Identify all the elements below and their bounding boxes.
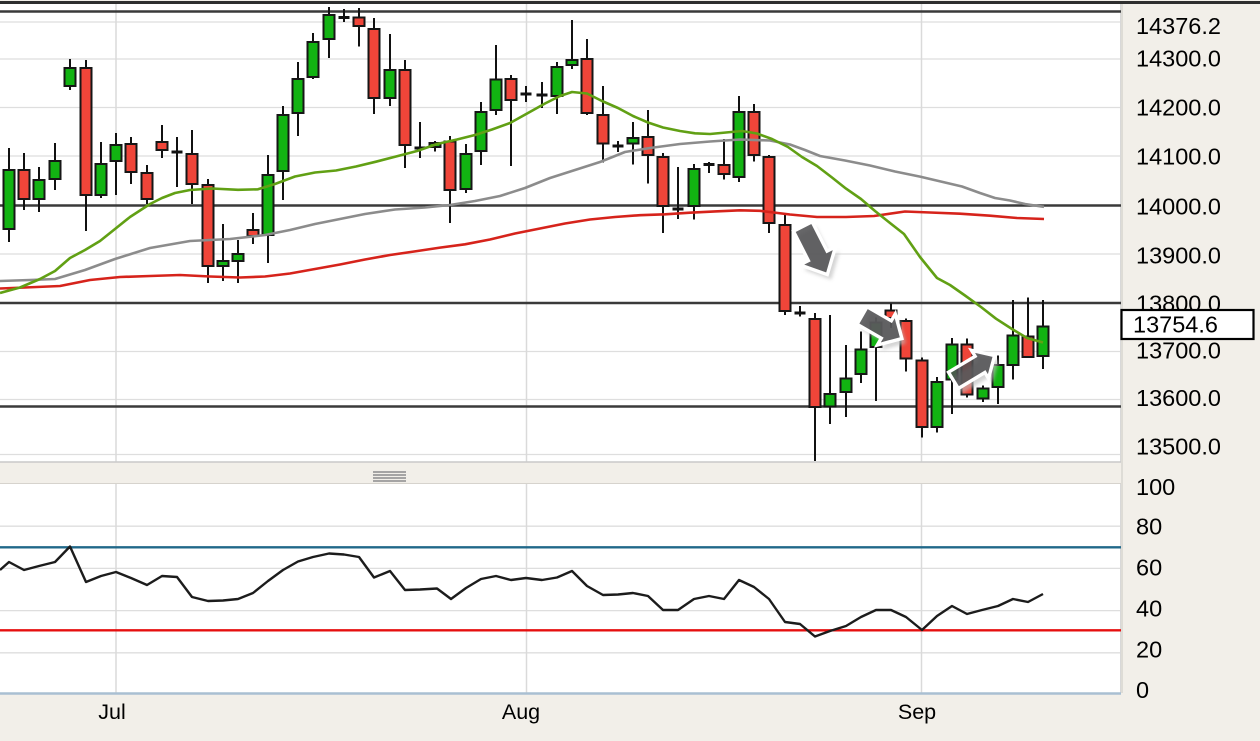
svg-text:Sep: Sep — [898, 700, 936, 724]
svg-text:13700.0: 13700.0 — [1136, 337, 1221, 363]
svg-text:40: 40 — [1136, 596, 1162, 622]
svg-text:0: 0 — [1136, 677, 1149, 703]
svg-text:14300.0: 14300.0 — [1136, 46, 1221, 72]
svg-text:14376.2: 14376.2 — [1136, 13, 1221, 39]
svg-text:100: 100 — [1136, 474, 1175, 500]
svg-text:20: 20 — [1136, 637, 1162, 663]
svg-text:13600.0: 13600.0 — [1136, 385, 1221, 411]
svg-text:60: 60 — [1136, 555, 1162, 581]
svg-text:80: 80 — [1136, 514, 1162, 540]
svg-text:14200.0: 14200.0 — [1136, 95, 1221, 121]
svg-text:13754.6: 13754.6 — [1133, 312, 1218, 338]
svg-text:13900.0: 13900.0 — [1136, 243, 1221, 269]
svg-text:14000.0: 14000.0 — [1136, 194, 1221, 220]
svg-text:Jul: Jul — [98, 700, 125, 724]
svg-text:13500.0: 13500.0 — [1136, 434, 1221, 460]
svg-text:Aug: Aug — [502, 700, 540, 724]
svg-text:14100.0: 14100.0 — [1136, 143, 1221, 169]
